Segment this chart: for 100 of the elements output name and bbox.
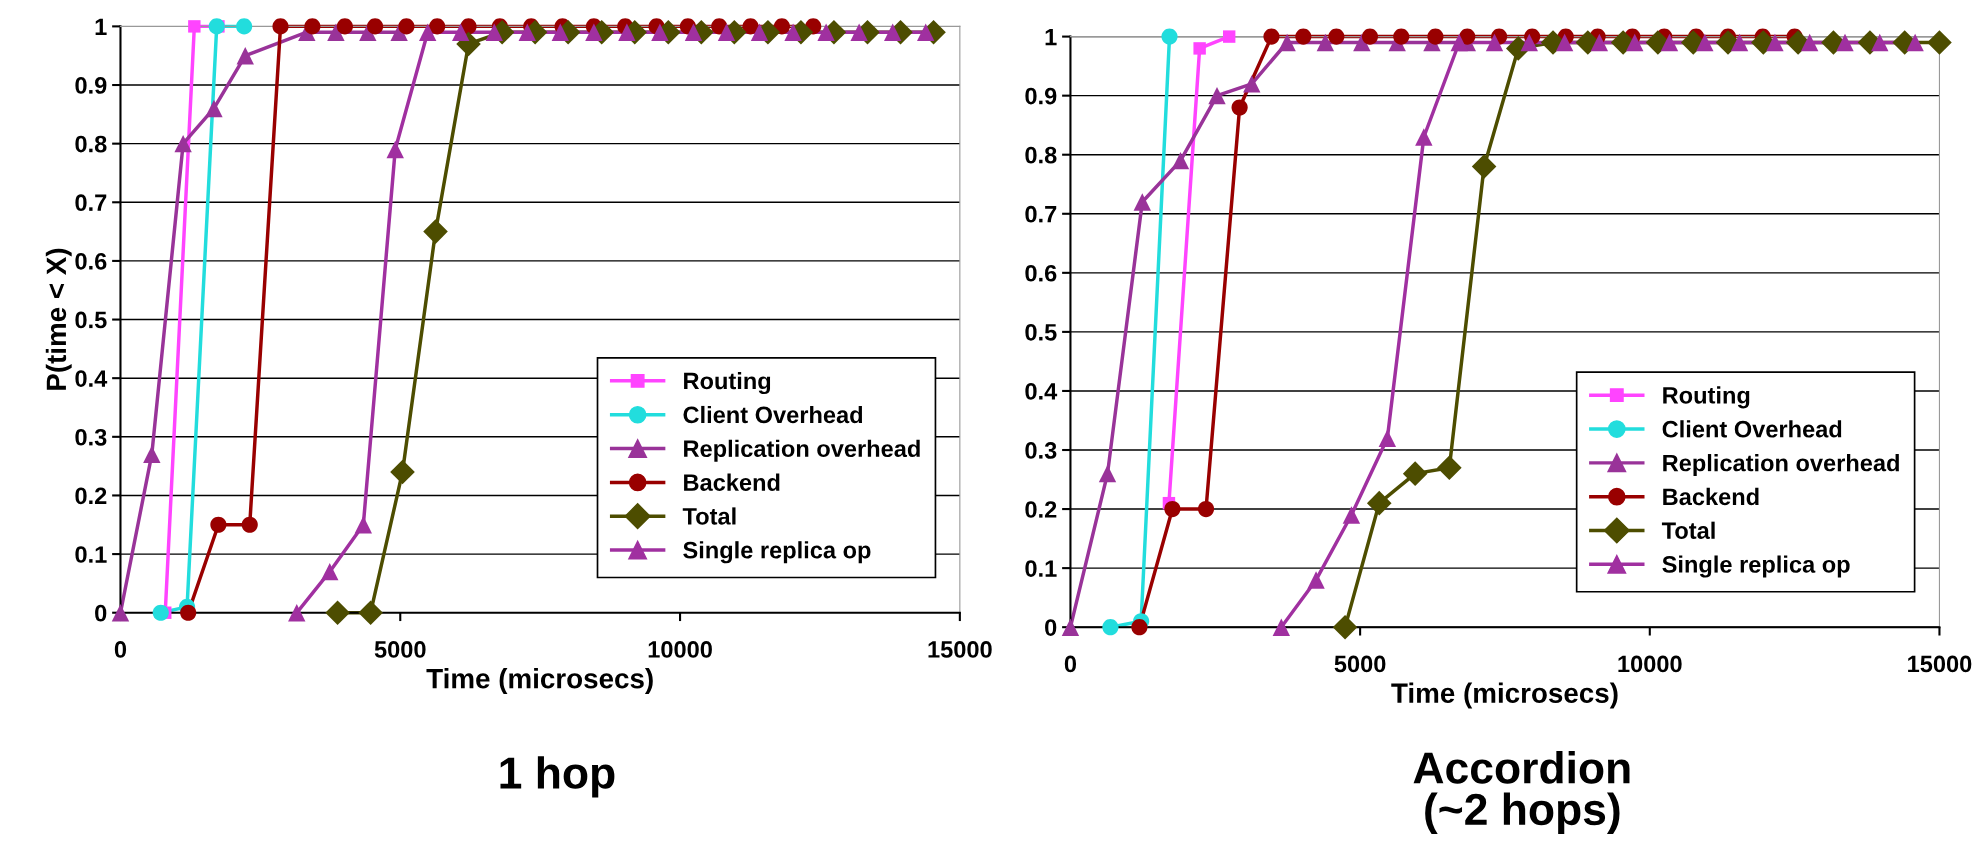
x-tick-label: 0 <box>1064 655 1077 673</box>
legend-label: Routing <box>684 372 771 395</box>
point <box>1927 30 1952 55</box>
text: Accordion (~2 hops) <box>1413 751 1630 834</box>
point <box>1836 33 1854 52</box>
point <box>1766 33 1784 52</box>
y-tick-label: 0.9 <box>1025 87 1057 105</box>
point <box>398 18 415 35</box>
point <box>1197 500 1215 518</box>
point <box>1427 28 1444 45</box>
point <box>1193 42 1206 55</box>
point <box>429 18 446 35</box>
point <box>1231 99 1248 116</box>
point <box>1278 33 1296 52</box>
point <box>1328 28 1345 45</box>
point <box>390 459 415 485</box>
y-tick-label: 0.5 <box>75 311 107 329</box>
point <box>1161 28 1178 45</box>
point <box>327 23 345 41</box>
point <box>1342 506 1361 524</box>
point <box>1208 86 1226 105</box>
y-tick-label: 0.8 <box>1025 146 1057 164</box>
point <box>1366 490 1392 516</box>
point <box>423 219 448 244</box>
point <box>1450 33 1468 52</box>
point <box>1415 128 1433 146</box>
point <box>111 604 130 622</box>
legend-label: Replication overhead <box>684 439 920 462</box>
point <box>1171 151 1190 170</box>
y-tick-label: 0.4 <box>75 370 108 387</box>
point <box>143 445 161 464</box>
point <box>367 18 384 35</box>
point <box>1871 33 1889 52</box>
x-tick-label: 5000 <box>374 641 426 658</box>
legend-label: Client Overhead <box>1662 420 1842 438</box>
y-axis-title: P(time < X) <box>45 248 72 390</box>
point <box>325 600 350 626</box>
point <box>236 47 254 65</box>
y-tick-label: 0.4 <box>1025 383 1058 400</box>
point <box>1378 429 1397 447</box>
legend-label: Single replica op <box>683 541 871 564</box>
text: 1 hop <box>500 756 615 798</box>
point <box>418 23 437 41</box>
point <box>1131 619 1148 636</box>
point <box>1164 500 1181 518</box>
x-tick-label: 10000 <box>1618 655 1682 673</box>
y-tick-label: 0.1 <box>1025 560 1057 577</box>
point <box>1402 461 1428 486</box>
x-tick-label: 0 <box>114 641 127 658</box>
point <box>1332 614 1358 640</box>
point <box>188 20 201 33</box>
point <box>1906 33 1924 52</box>
point <box>1061 618 1080 636</box>
point <box>288 604 306 622</box>
point <box>1243 75 1261 93</box>
point <box>1696 33 1714 52</box>
x-tick-label: 10000 <box>648 641 712 658</box>
point <box>1295 28 1312 45</box>
point <box>1307 571 1325 589</box>
point <box>205 99 223 118</box>
y-tick-label: 0.7 <box>1025 205 1057 223</box>
legend-label: Replication overhead <box>1663 454 1899 477</box>
legend-label: Single replica op <box>1662 555 1850 578</box>
point <box>1102 619 1119 636</box>
y-tick-label: 1 <box>1045 28 1057 46</box>
point <box>452 23 470 41</box>
y-tick-label: 0.8 <box>75 135 107 153</box>
y-tick-label: 0.3 <box>75 428 107 446</box>
y-tick-label: 0.7 <box>75 194 107 212</box>
y-tick-label: 0.9 <box>75 77 107 94</box>
point <box>1800 33 1819 52</box>
y-tick-label: 0.3 <box>1025 442 1057 459</box>
point <box>358 600 383 626</box>
point <box>651 23 669 41</box>
point <box>152 604 169 621</box>
x-axis-title: Time (microsecs) <box>426 668 653 694</box>
legend-label: Total <box>1661 521 1715 540</box>
y-tick-label: 0.2 <box>75 487 107 505</box>
point <box>236 18 253 35</box>
point <box>304 18 321 35</box>
point <box>321 562 339 581</box>
y-tick-label: 0 <box>95 604 107 622</box>
point <box>210 516 227 533</box>
x-tick-label: 5000 <box>1334 655 1386 673</box>
point <box>1520 33 1538 52</box>
point <box>1730 33 1749 52</box>
point <box>180 604 197 621</box>
y-tick-label: 1 <box>95 18 107 35</box>
point <box>1555 33 1574 52</box>
point <box>386 140 404 159</box>
point <box>1590 33 1609 52</box>
legend-label: Client Overhead <box>683 405 863 424</box>
point <box>272 18 289 35</box>
y-tick-label: 0.1 <box>75 546 107 563</box>
point <box>1393 28 1410 45</box>
point <box>1098 464 1117 483</box>
point <box>241 516 258 533</box>
point <box>1626 33 1644 52</box>
x-tick-label: 15000 <box>1908 655 1972 673</box>
point <box>773 18 790 35</box>
